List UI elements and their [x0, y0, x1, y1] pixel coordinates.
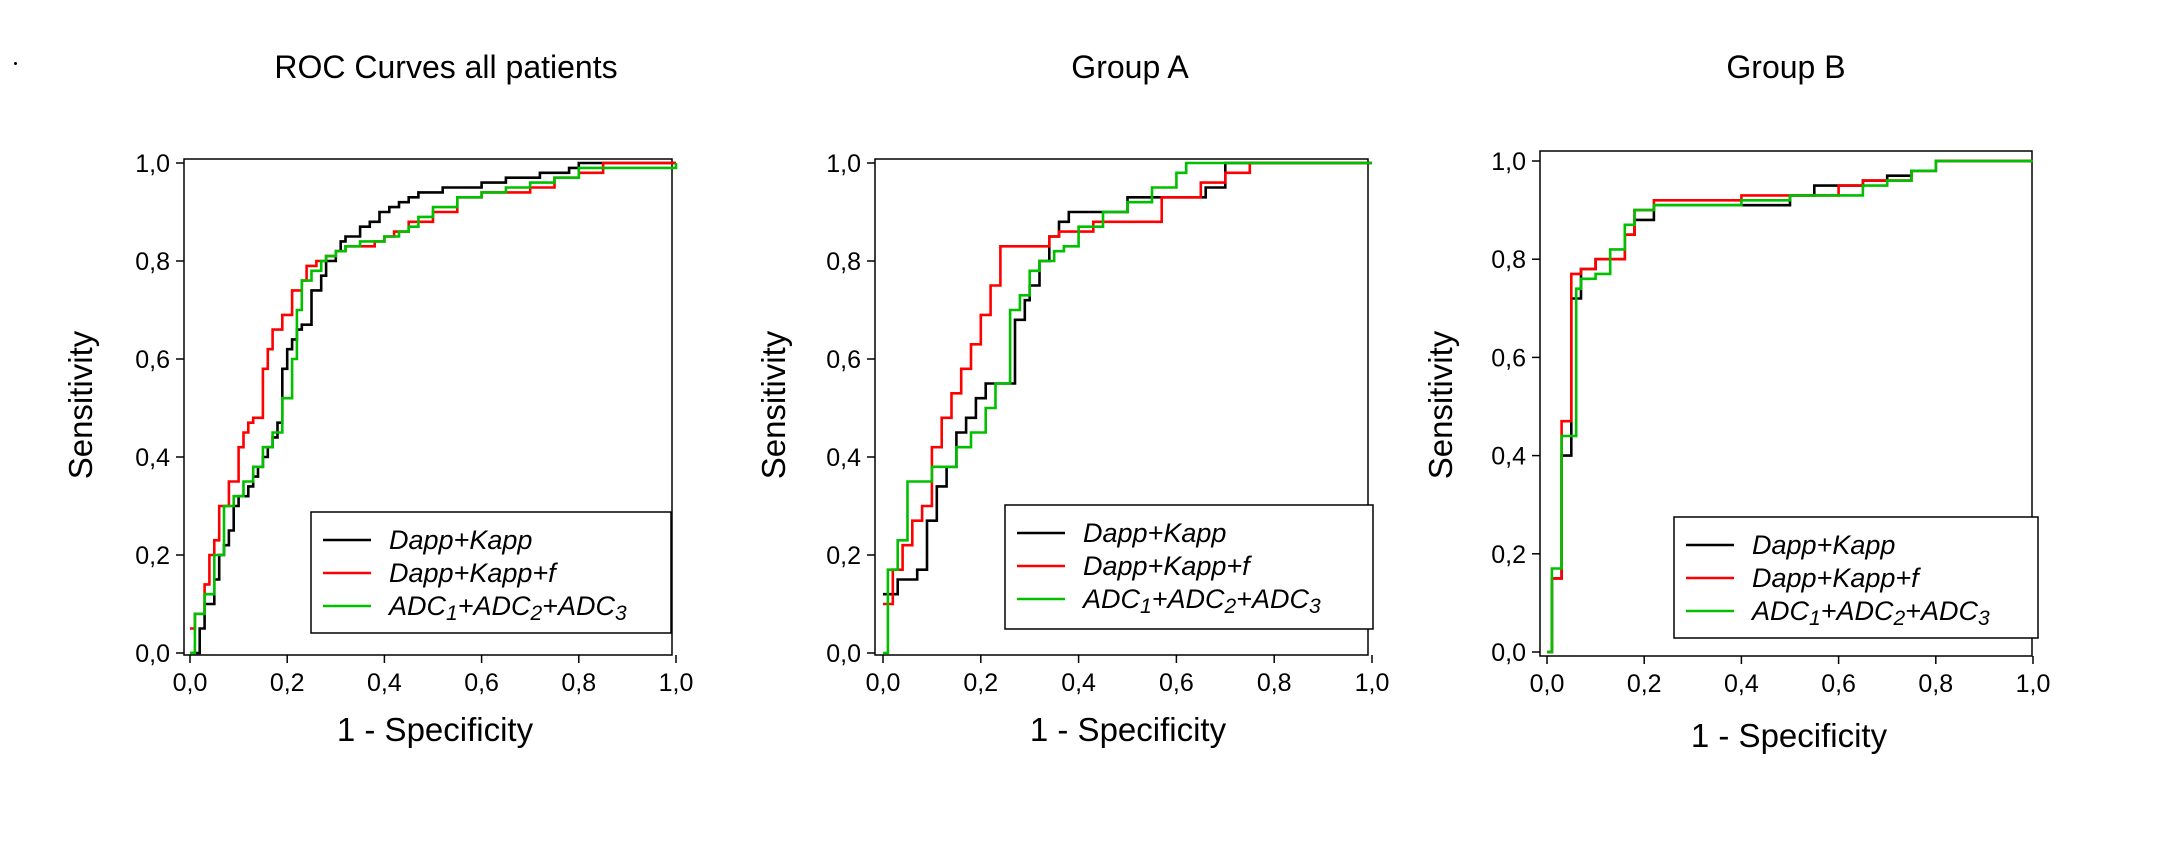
legend-entry: Dapp+Kapp: [1752, 530, 1895, 560]
x-tick-label: 0,8: [1918, 670, 1953, 698]
x-tick-label: 0,2: [1627, 670, 1662, 698]
x-tick-label: 1,0: [1355, 669, 1390, 697]
y-tick-label: 0,8: [1491, 246, 1526, 274]
x-tick-label: 0,8: [1257, 669, 1292, 697]
roc-curve-2: [883, 161, 1372, 606]
chart-title: ROC Curves all patients: [274, 49, 617, 85]
y-tick-label: 0,2: [1491, 541, 1526, 569]
x-axis-label: 1 - Specificity: [337, 711, 534, 748]
legend-entry: Dapp+Kapp+f: [1083, 551, 1252, 581]
legend-box: [1673, 516, 2039, 639]
x-tick-label: 0,8: [561, 669, 596, 697]
plot-frame: [183, 158, 673, 656]
y-axis-label: Sensitivity: [62, 330, 99, 479]
legend-entry: ADC1+ADC2+ADC3: [387, 591, 627, 625]
y-tick-label: 0,4: [826, 444, 861, 472]
roc-curve-3: [883, 161, 1372, 655]
chart-panel-2: Group A 0,0 0,2 0,4 0,6 0,8 1,0 0,0 0,2 0,4 0,6 0,8…: [755, 49, 1389, 748]
roc-curve-3: [1547, 159, 2033, 654]
y-axis-label: Sensitivity: [755, 330, 792, 479]
x-axis-label: 1 - Specificity: [1691, 717, 1888, 754]
y-tick-label: 0,6: [1491, 344, 1526, 372]
y-tick-label: 0,0: [826, 640, 861, 668]
y-axis-label: Sensitivity: [1422, 330, 1459, 479]
legend-box: [1004, 504, 1374, 630]
chart-title: Group A: [1071, 49, 1189, 85]
plot-frame: [874, 158, 1369, 656]
x-tick-label: 0,6: [464, 669, 499, 697]
y-tick-label: 0,6: [826, 346, 861, 374]
roc-curve-1: [190, 161, 676, 655]
x-tick-label: 0,6: [1821, 670, 1856, 698]
chart-title: Group B: [1726, 49, 1845, 85]
y-tick-label: 0,8: [826, 248, 861, 276]
x-tick-label: 0,4: [1061, 669, 1096, 697]
chart-panel-3: Group B 0,0 0,2 0,4 0,6 0,8 1,0 0,0 0,2 0,4 0,6 0,8…: [1422, 49, 2050, 754]
y-tick-label: 1,0: [1491, 148, 1526, 176]
y-tick-label: 0,8: [135, 248, 170, 276]
x-tick-label: 0,0: [1530, 670, 1565, 698]
y-tick-label: 1,0: [135, 150, 170, 178]
legend-entry: Dapp+Kapp: [389, 525, 532, 555]
x-tick-label: 1,0: [659, 669, 694, 697]
roc-curve-1: [1547, 159, 2033, 654]
x-tick-label: 0,4: [367, 669, 402, 697]
y-tick-label: 0,4: [135, 444, 170, 472]
legend-entry: ADC1+ADC2+ADC3: [1750, 596, 1990, 630]
legend-entry: Dapp+Kapp: [1083, 518, 1226, 548]
x-axis-label: 1 - Specificity: [1030, 711, 1227, 748]
chart-panel-1: ROC Curves all patients 0,0 0,2 0,4 0,6 0,8 1,…: [62, 49, 693, 748]
x-tick-label: 0,0: [866, 669, 901, 697]
x-tick-label: 0,2: [270, 669, 305, 697]
y-tick-label: 0,2: [135, 542, 170, 570]
legend-entry: ADC1+ADC2+ADC3: [1081, 584, 1321, 618]
x-tick-label: 0,6: [1159, 669, 1194, 697]
legend-entry: Dapp+Kapp+f: [1752, 563, 1921, 593]
y-tick-label: 1,0: [826, 150, 861, 178]
y-tick-label: 0,4: [1491, 443, 1526, 471]
x-tick-label: 0,4: [1724, 670, 1759, 698]
y-tick-label: 0,6: [135, 346, 170, 374]
x-tick-label: 0,0: [173, 669, 208, 697]
y-tick-label: 0,0: [135, 640, 170, 668]
plot-frame: [1539, 150, 2033, 657]
x-tick-label: 1,0: [2016, 670, 2051, 698]
y-tick-label: 0,0: [1491, 639, 1526, 667]
roc-curve-3: [190, 163, 678, 655]
stray-dot: [14, 62, 17, 65]
x-tick-label: 0,2: [963, 669, 998, 697]
y-tick-label: 0,2: [826, 542, 861, 570]
legend-entry: Dapp+Kapp+f: [389, 558, 558, 588]
